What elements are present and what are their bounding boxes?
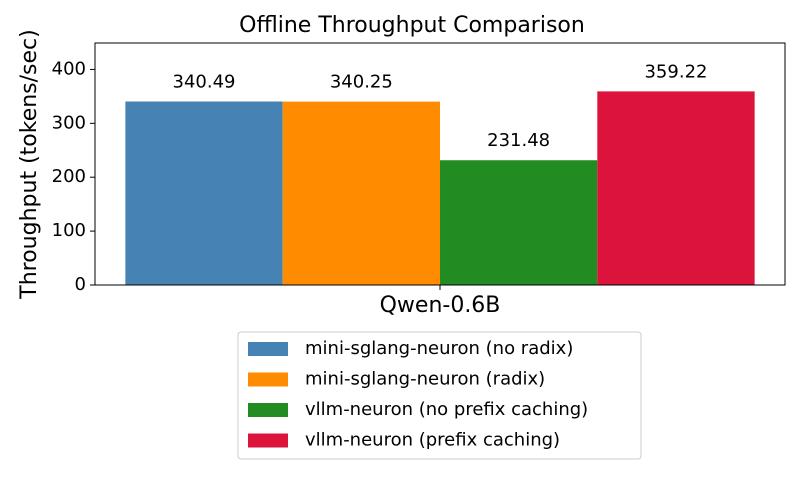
- legend-label: mini-sglang-neuron (radix): [305, 369, 545, 390]
- y-tick-label: 400: [52, 58, 86, 79]
- legend-label: vllm-neuron (no prefix caching): [305, 399, 588, 420]
- value-label: 231.48: [487, 130, 550, 151]
- bar: [125, 101, 283, 286]
- value-label: 340.25: [330, 72, 393, 93]
- legend-box: [237, 331, 642, 460]
- chart-title: Offline Throughput Comparison: [239, 13, 585, 38]
- y-tick-label: 100: [52, 220, 86, 241]
- legend-swatch: [248, 433, 288, 448]
- legend-swatch: [248, 372, 288, 387]
- plot-frame: [94, 42, 786, 286]
- bar: [440, 160, 598, 285]
- value-label: 340.49: [173, 71, 236, 92]
- bar: [597, 91, 755, 285]
- legend-swatch: [248, 342, 288, 356]
- legend-swatch: [248, 403, 288, 417]
- legend-label: vllm-neuron (prefix caching): [305, 430, 560, 451]
- bar: [282, 101, 440, 285]
- y-tick-label: 0: [75, 274, 86, 295]
- value-label: 359.22: [644, 61, 707, 82]
- y-tick-label: 300: [52, 112, 86, 133]
- legend-label: mini-sglang-neuron (no radix): [305, 338, 573, 359]
- x-tick-label: Qwen-0.6B: [380, 293, 501, 318]
- y-axis-label: Throughput (tokens/sec): [17, 29, 42, 299]
- y-tick-label: 200: [52, 166, 86, 187]
